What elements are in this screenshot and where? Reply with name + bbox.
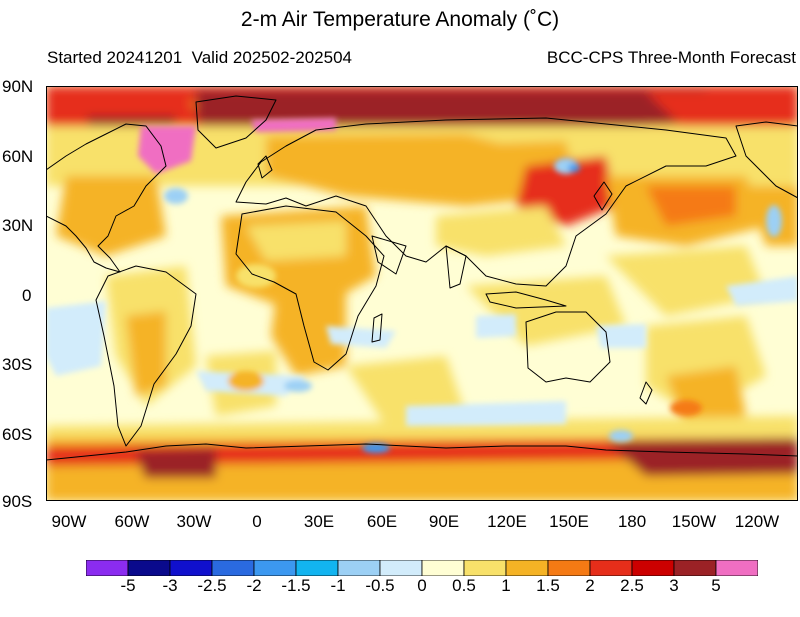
lat-label-60n: 60N bbox=[2, 147, 34, 166]
coast-eurasia bbox=[235, 117, 737, 287]
map-frame bbox=[46, 86, 798, 501]
lat-label-90s: 90S bbox=[2, 492, 33, 511]
colorbar-label: 1.5 bbox=[536, 576, 560, 595]
colorbar-label: -2 bbox=[246, 576, 262, 595]
coast-japan bbox=[593, 181, 613, 211]
lon-label-180: 180 bbox=[617, 512, 647, 531]
colorbar-cell bbox=[253, 560, 297, 576]
colorbar-label: -3 bbox=[162, 576, 178, 595]
colorbar-cell bbox=[127, 560, 171, 576]
colorbar-label: -2.5 bbox=[197, 576, 227, 595]
lat-label-90n: 90N bbox=[2, 77, 34, 96]
coast-africa bbox=[235, 205, 385, 371]
colorbar-cell bbox=[421, 560, 465, 576]
coast-indonesia bbox=[485, 291, 567, 309]
colorbar-cell bbox=[86, 560, 129, 576]
lon-label-120e: 120E bbox=[487, 512, 527, 531]
colorbar-cell bbox=[673, 560, 717, 576]
colorbar-label: 0.5 bbox=[452, 576, 476, 595]
lon-label-60e: 60E bbox=[366, 512, 398, 531]
colorbar-label: 2.5 bbox=[620, 576, 644, 595]
coast-arabia bbox=[371, 235, 407, 275]
colorbar-label: 1 bbox=[501, 576, 511, 595]
colorbar-label: -1 bbox=[330, 576, 346, 595]
colorbar-label: -5 bbox=[120, 576, 136, 595]
colorbar-cells bbox=[86, 560, 758, 576]
coast-madagascar bbox=[371, 313, 383, 343]
lon-label-30e: 30E bbox=[303, 512, 335, 531]
colorbar-label: 0 bbox=[417, 576, 427, 595]
colorbar-label: 3 bbox=[669, 576, 679, 595]
colorbar-label: 2 bbox=[585, 576, 595, 595]
lon-label-90w: 90W bbox=[51, 512, 87, 531]
lat-label-30n: 30N bbox=[2, 216, 34, 235]
lon-label-0: 0 bbox=[252, 512, 262, 531]
colorbar-cell bbox=[715, 560, 758, 576]
coast-south-america bbox=[95, 265, 197, 447]
coast-australia bbox=[525, 311, 611, 383]
colorbar-cell bbox=[505, 560, 549, 576]
lon-label-60w: 60W bbox=[114, 512, 150, 531]
forecast-dates: Started 20241201 Valid 202502-202504 bbox=[47, 48, 352, 67]
anomaly-detail bbox=[46, 118, 798, 453]
colorbar-label: 5 bbox=[711, 576, 721, 595]
coastlines bbox=[46, 95, 798, 461]
coast-alaska bbox=[735, 121, 798, 199]
coast-new-zealand bbox=[639, 381, 653, 405]
model-name: BCC-CPS Three-Month Forecast bbox=[546, 48, 796, 67]
coast-india bbox=[445, 245, 467, 289]
colorbar-cell bbox=[463, 560, 507, 576]
colorbar-cell bbox=[589, 560, 633, 576]
lon-label-150e: 150E bbox=[549, 512, 589, 531]
colorbar-cell bbox=[631, 560, 675, 576]
lon-label-90e: 90E bbox=[428, 512, 460, 531]
lon-label-120w: 120W bbox=[734, 512, 780, 531]
anomaly-map bbox=[46, 86, 798, 501]
colorbar-label: -0.5 bbox=[365, 576, 395, 595]
coast-north-america bbox=[46, 123, 167, 273]
lon-label-30w: 30W bbox=[176, 512, 212, 531]
colorbar-label: -1.5 bbox=[281, 576, 311, 595]
coast-uk bbox=[257, 155, 273, 179]
colorbar-cell bbox=[295, 560, 339, 576]
colorbar-cell bbox=[337, 560, 381, 576]
coast-antarctica bbox=[46, 443, 798, 461]
coast-greenland bbox=[195, 95, 277, 149]
colorbar bbox=[86, 560, 758, 576]
lat-label-60s: 60S bbox=[2, 425, 33, 444]
lat-label-0: 0 bbox=[22, 286, 32, 305]
colorbar-cell bbox=[547, 560, 591, 576]
map-title: 2-m Air Temperature Anomaly (˚C) bbox=[240, 8, 560, 31]
colorbar-cell bbox=[379, 560, 423, 576]
colorbar-cell bbox=[169, 560, 213, 576]
colorbar-cell bbox=[211, 560, 255, 576]
lat-label-30s: 30S bbox=[2, 355, 33, 374]
lon-label-150w: 150W bbox=[671, 512, 717, 531]
